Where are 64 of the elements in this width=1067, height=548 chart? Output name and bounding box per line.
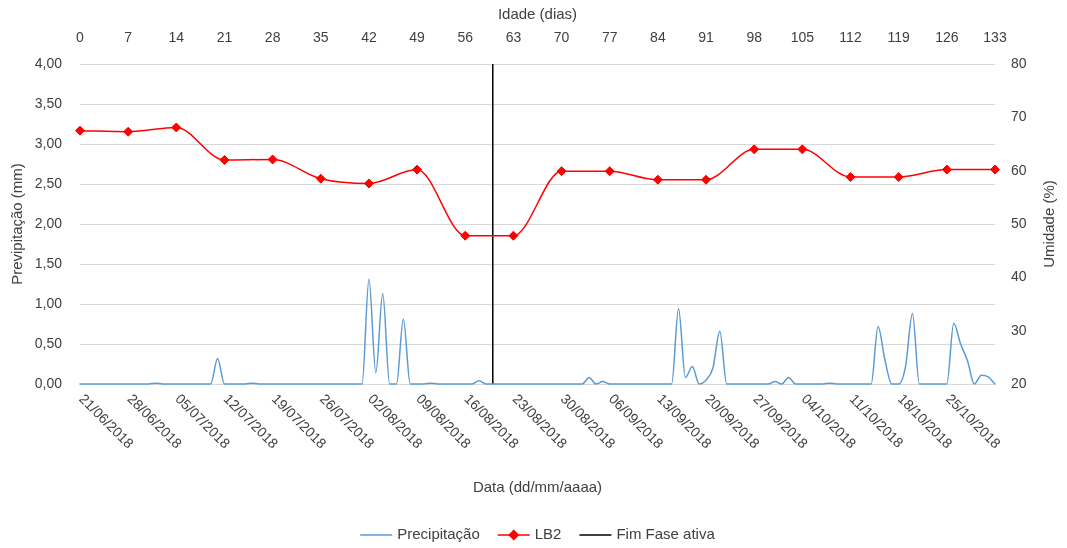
x2-tick-label: 119 — [887, 29, 911, 46]
point — [893, 172, 904, 183]
x-axis-title: Data (dd/mm/aaaa) — [472, 478, 603, 496]
x2-tick-label: 21 — [216, 29, 233, 46]
y-axis-title: Previpitação (mm) — [8, 163, 26, 285]
x2-tick-label: 7 — [124, 29, 133, 46]
x2-tick-label: 84 — [650, 29, 666, 46]
y-tick-label: 2,50 — [34, 174, 63, 191]
x2-tick-label: 91 — [698, 29, 715, 46]
x2-tick-label: 56 — [457, 29, 474, 46]
point — [75, 125, 85, 136]
point — [171, 122, 182, 133]
point — [701, 174, 712, 185]
point — [941, 164, 952, 175]
point — [990, 164, 1000, 175]
x2-tick-label: 98 — [746, 29, 763, 46]
point — [749, 144, 760, 155]
y2-tick-label: 50 — [1011, 214, 1027, 231]
y-tick-label: 4,00 — [34, 54, 63, 71]
point — [123, 126, 134, 137]
y2-tick-label: 40 — [1011, 268, 1027, 285]
x2-tick-label: 63 — [505, 29, 522, 46]
point — [412, 164, 423, 175]
y2-tick-label: 70 — [1011, 108, 1027, 125]
y-tick-label: 2,00 — [34, 214, 63, 231]
x2-tick-label: 0 — [76, 29, 85, 46]
x2-tick-label: 42 — [361, 29, 377, 46]
point — [508, 230, 519, 241]
point — [267, 154, 278, 165]
x2-tick-label: 105 — [790, 29, 815, 46]
y-tick-label: 0,00 — [34, 374, 63, 391]
point — [604, 166, 615, 177]
y2-tick-label: 20 — [1011, 374, 1027, 391]
x2-tick-label: 35 — [313, 29, 329, 46]
y2-axis-title: Umidade (%) — [1040, 180, 1058, 268]
y-tick-label: 1,50 — [34, 254, 63, 271]
x2-tick-label: 133 — [983, 29, 1007, 46]
y-tick-label: 3,00 — [34, 134, 63, 151]
point — [460, 230, 471, 241]
point — [219, 155, 230, 165]
y-tick-label: 0,50 — [34, 334, 63, 351]
legend-label: Fim Fase ativa — [616, 525, 716, 543]
legend-label: Precipitação — [397, 525, 480, 543]
point — [315, 173, 326, 184]
point — [797, 144, 808, 155]
point — [363, 178, 374, 189]
x2-tick-label: 14 — [168, 29, 185, 46]
x2-tick-label: 28 — [264, 29, 281, 46]
y2-tick-label: 30 — [1011, 321, 1027, 338]
x2-tick-label: 126 — [935, 29, 959, 46]
y2-tick-label: 80 — [1011, 54, 1027, 71]
y-tick-label: 1,00 — [34, 294, 63, 311]
x2-tick-label: 112 — [839, 29, 862, 46]
x2-tick-label: 49 — [409, 29, 426, 46]
point — [556, 166, 567, 177]
line-series — [79, 278, 996, 385]
x2-axis-title: Idade (dias) — [497, 5, 578, 23]
x2-tick-label: 77 — [601, 29, 618, 46]
x2-tick-label: 70 — [553, 29, 570, 46]
y2-tick-label: 60 — [1011, 161, 1027, 178]
legend-label: LB2 — [534, 525, 562, 543]
y-tick-label: 3,50 — [34, 94, 63, 111]
point — [652, 174, 663, 185]
point — [845, 172, 856, 183]
